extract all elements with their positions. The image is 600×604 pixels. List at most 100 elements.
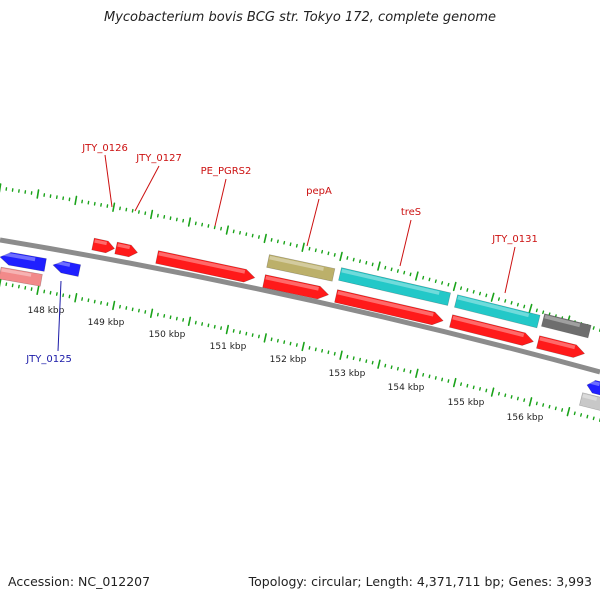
lower-ruler-tick <box>334 353 335 355</box>
lower-ruler-tick <box>581 414 582 416</box>
upper-ruler-tick <box>461 287 462 289</box>
lower-ruler-tick <box>587 415 588 417</box>
lower-ruler-tick <box>423 374 424 376</box>
lower-ruler-tick <box>524 399 525 401</box>
lower-ruler-tick <box>240 331 241 333</box>
scale-label: 153 kbp <box>329 369 366 379</box>
scale-label: 155 kbp <box>448 398 485 408</box>
scale-label: 154 kbp <box>388 383 425 393</box>
lower-ruler-tick <box>391 366 392 368</box>
lower-ruler-tick <box>189 317 191 325</box>
lower-ruler-tick <box>271 338 272 340</box>
lower-ruler-tick <box>416 369 418 377</box>
gene-grey-b[interactable] <box>579 393 600 412</box>
upper-ruler-tick <box>246 233 247 235</box>
upper-ruler-tick <box>271 239 272 241</box>
upper-ruler-tick <box>423 277 424 279</box>
gene-next[interactable] <box>541 314 591 338</box>
upper-ruler-tick <box>189 218 191 226</box>
lower-ruler-tick <box>302 343 304 351</box>
accession-label: Accession: NC_012207 <box>8 574 150 589</box>
gene-jty-0126[interactable] <box>92 238 116 254</box>
upper-ruler-tick <box>113 203 114 211</box>
upper-ruler-tick <box>467 289 468 291</box>
gene-jty-0125[interactable] <box>52 259 81 276</box>
map-title: Mycobacterium bovis BCG str. Tokyo 172, … <box>0 10 600 25</box>
upper-ruler-tick <box>334 254 335 256</box>
lower-ruler-tick <box>37 286 39 294</box>
lower-ruler-tick <box>233 330 234 332</box>
lower-ruler-tick <box>480 388 481 390</box>
upper-ruler-tick <box>302 243 304 251</box>
upper-ruler-tick <box>227 226 229 234</box>
lower-ruler-tick <box>214 326 215 328</box>
lower-ruler-tick <box>404 369 405 371</box>
lower-ruler-tick <box>385 365 386 367</box>
upper-ruler-tick <box>366 262 367 264</box>
leader-pepa <box>307 199 319 246</box>
lower-ruler-tick <box>486 389 487 391</box>
lower-ruler-tick <box>328 351 329 353</box>
lower-ruler-tick <box>555 407 556 409</box>
upper-ruler-tick <box>518 304 519 306</box>
lower-ruler-tick <box>221 327 222 329</box>
upper-ruler-tick <box>353 258 354 260</box>
lower-ruler-tick <box>518 397 519 399</box>
upper-ruler-tick <box>322 251 323 253</box>
gene-reverse-b[interactable] <box>585 379 600 396</box>
lower-ruler-tick <box>264 334 266 342</box>
upper-ruler-tick <box>416 272 418 280</box>
upper-ruler-tick <box>448 284 449 286</box>
label-jty-0131: JTY_0131 <box>491 234 538 245</box>
lower-ruler-tick <box>183 319 184 321</box>
upper-ruler-tick <box>473 291 474 293</box>
upper-ruler-tick <box>290 243 291 245</box>
lower-ruler-tick <box>278 340 279 342</box>
lower-ruler-tick <box>246 333 247 335</box>
lower-ruler-tick <box>372 362 373 364</box>
upper-ruler-tick <box>340 253 342 261</box>
lower-ruler-tick <box>436 377 437 379</box>
lower-ruler-tick <box>353 357 354 359</box>
upper-ruler-tick <box>442 282 443 284</box>
lower-ruler-tick <box>0 279 1 287</box>
lower-ruler-tick <box>442 378 443 380</box>
label-pe-pgrs2: PE_PGRS2 <box>201 166 252 177</box>
leader-pe-pgrs2 <box>215 179 226 226</box>
lower-ruler-tick <box>309 347 310 349</box>
lower-ruler-tick <box>567 408 569 416</box>
lower-ruler-tick <box>208 324 209 326</box>
upper-ruler-tick <box>372 263 373 265</box>
upper-ruler-tick <box>309 248 310 250</box>
lower-ruler-tick <box>410 371 411 373</box>
scale-label: 149 kbp <box>88 318 125 328</box>
label-jty-0126: JTY_0126 <box>81 143 128 154</box>
lower-ruler-tick <box>499 393 500 395</box>
lower-ruler-tick <box>316 348 317 350</box>
gene-jty-0127[interactable] <box>115 242 139 258</box>
upper-ruler-tick <box>486 294 487 296</box>
lower-ruler-tick <box>398 368 399 370</box>
lower-ruler-tick <box>227 326 229 334</box>
lower-ruler-tick <box>347 356 348 358</box>
upper-ruler-tick <box>505 300 506 302</box>
lower-ruler-tick <box>473 386 474 388</box>
lower-ruler-tick <box>574 412 575 414</box>
upper-ruler-tick <box>391 268 392 270</box>
lower-ruler-tick <box>492 388 494 396</box>
upper-ruler-tick <box>360 260 361 262</box>
upper-ruler-tick <box>404 272 405 274</box>
upper-ruler-tick <box>492 293 494 301</box>
upper-ruler-tick <box>398 270 399 272</box>
upper-ruler-tick <box>454 283 456 291</box>
upper-ruler-tick <box>264 235 266 243</box>
upper-ruler-tick <box>480 292 481 294</box>
leader-tres <box>400 220 411 266</box>
scale-label: 151 kbp <box>210 342 247 352</box>
gene-grey-b-shape <box>579 393 600 412</box>
label-jty-0127: JTY_0127 <box>135 153 182 164</box>
sequence-backbone <box>0 240 600 372</box>
upper-ruler-tick <box>233 230 234 232</box>
lower-ruler-tick <box>530 398 532 406</box>
